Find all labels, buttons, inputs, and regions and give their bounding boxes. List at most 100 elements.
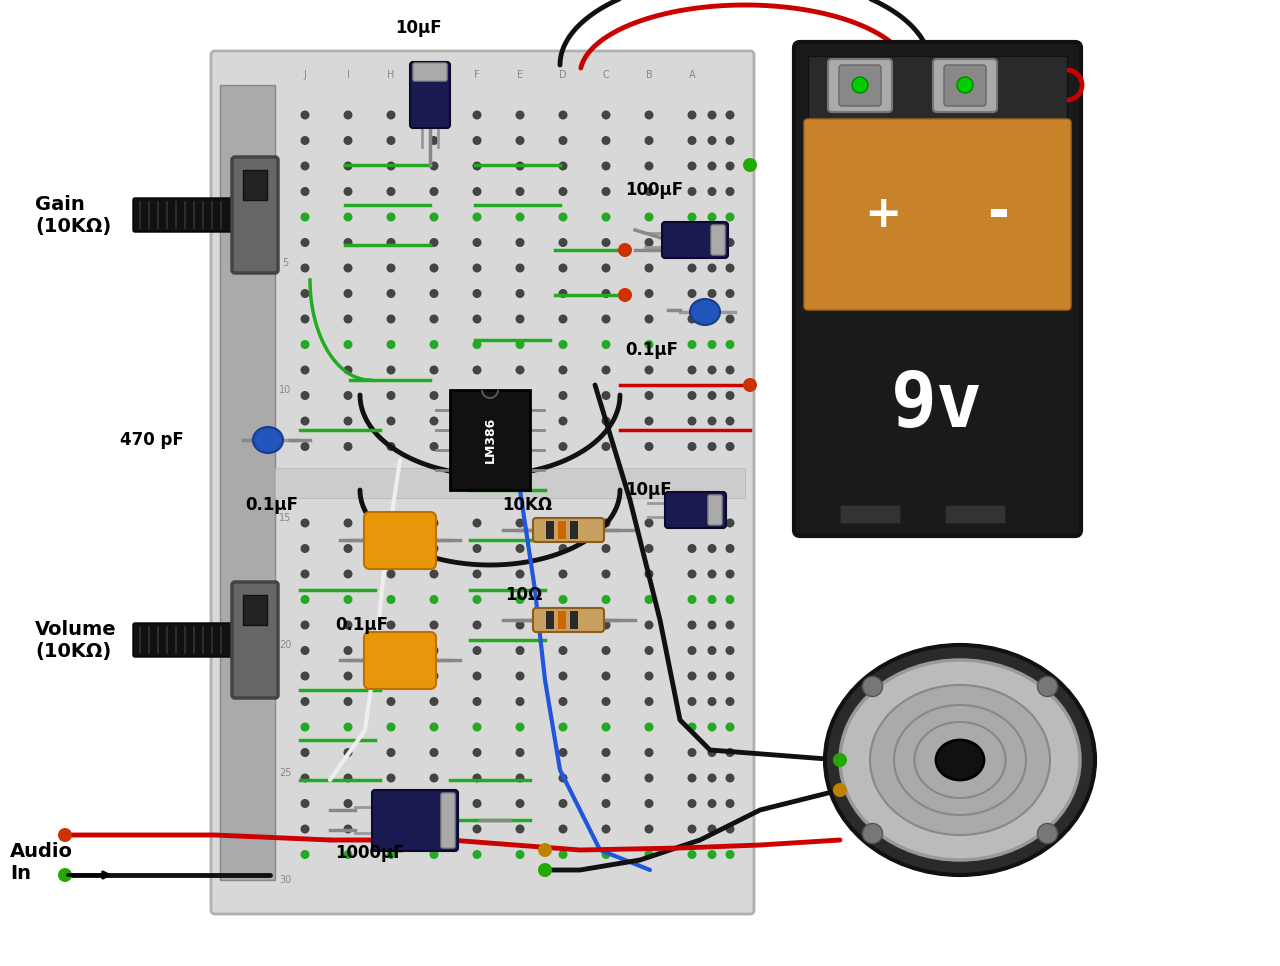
Circle shape (708, 799, 717, 808)
Circle shape (387, 264, 396, 272)
Bar (570, 521, 579, 539)
Circle shape (558, 442, 567, 451)
Circle shape (301, 315, 310, 324)
Circle shape (726, 825, 735, 834)
Circle shape (726, 595, 735, 604)
Circle shape (472, 570, 481, 579)
Circle shape (602, 315, 611, 324)
Text: 10μF: 10μF (396, 19, 442, 37)
Circle shape (343, 595, 352, 604)
Circle shape (558, 416, 567, 425)
Circle shape (430, 238, 439, 247)
Circle shape (708, 416, 717, 425)
Circle shape (708, 391, 717, 400)
Circle shape (558, 161, 567, 171)
Circle shape (558, 825, 567, 834)
Circle shape (387, 110, 396, 120)
Circle shape (430, 544, 439, 553)
Circle shape (726, 315, 735, 324)
Circle shape (430, 748, 439, 757)
Circle shape (343, 391, 352, 400)
Circle shape (602, 646, 611, 655)
Circle shape (708, 213, 717, 221)
Circle shape (1038, 823, 1057, 843)
Circle shape (687, 264, 696, 272)
Circle shape (387, 365, 396, 375)
Circle shape (343, 213, 352, 221)
Text: 100μF: 100μF (625, 181, 684, 199)
Bar (243, 170, 268, 200)
Circle shape (516, 391, 525, 400)
Bar (558, 611, 566, 629)
Circle shape (301, 620, 310, 630)
Circle shape (852, 77, 868, 93)
Circle shape (1038, 676, 1057, 696)
Circle shape (387, 850, 396, 859)
Circle shape (726, 697, 735, 706)
Text: 5: 5 (282, 258, 288, 268)
Text: 10KΩ: 10KΩ (502, 496, 552, 514)
Circle shape (645, 264, 654, 272)
Circle shape (726, 620, 735, 630)
Circle shape (558, 238, 567, 247)
Text: 20: 20 (279, 640, 291, 650)
Circle shape (602, 442, 611, 451)
Circle shape (726, 416, 735, 425)
Circle shape (708, 646, 717, 655)
Circle shape (558, 544, 567, 553)
Text: 470 pF: 470 pF (120, 431, 184, 449)
Bar (451, 390, 530, 490)
Circle shape (343, 774, 352, 782)
Circle shape (708, 238, 717, 247)
Circle shape (708, 748, 717, 757)
Circle shape (472, 161, 481, 171)
Circle shape (301, 595, 310, 604)
Circle shape (708, 110, 717, 120)
Circle shape (708, 289, 717, 298)
Circle shape (301, 850, 310, 859)
Circle shape (708, 825, 717, 834)
FancyBboxPatch shape (532, 608, 604, 632)
Circle shape (687, 774, 696, 782)
Circle shape (558, 110, 567, 120)
Ellipse shape (936, 740, 984, 780)
Circle shape (708, 850, 717, 859)
Circle shape (602, 340, 611, 349)
Circle shape (708, 340, 717, 349)
Text: 9v: 9v (891, 369, 983, 443)
Circle shape (687, 416, 696, 425)
Circle shape (301, 161, 310, 171)
Circle shape (343, 161, 352, 171)
Circle shape (558, 570, 567, 579)
Circle shape (602, 697, 611, 706)
Circle shape (726, 748, 735, 757)
Circle shape (472, 289, 481, 298)
Circle shape (343, 136, 352, 145)
Circle shape (687, 595, 696, 604)
Circle shape (726, 110, 735, 120)
Circle shape (387, 799, 396, 808)
Circle shape (343, 110, 352, 120)
Circle shape (343, 416, 352, 425)
Circle shape (343, 238, 352, 247)
Bar (220, 85, 275, 880)
FancyBboxPatch shape (933, 59, 997, 112)
Circle shape (516, 136, 525, 145)
Circle shape (558, 289, 567, 298)
Circle shape (602, 671, 611, 680)
Circle shape (430, 799, 439, 808)
Circle shape (558, 646, 567, 655)
Circle shape (687, 187, 696, 196)
Circle shape (602, 187, 611, 196)
Circle shape (516, 697, 525, 706)
Circle shape (558, 213, 567, 221)
Circle shape (387, 723, 396, 731)
Circle shape (472, 238, 481, 247)
Circle shape (863, 676, 882, 696)
FancyBboxPatch shape (666, 492, 726, 528)
Bar (547, 521, 554, 539)
Circle shape (343, 850, 352, 859)
Circle shape (726, 264, 735, 272)
Circle shape (645, 825, 654, 834)
Circle shape (472, 365, 481, 375)
